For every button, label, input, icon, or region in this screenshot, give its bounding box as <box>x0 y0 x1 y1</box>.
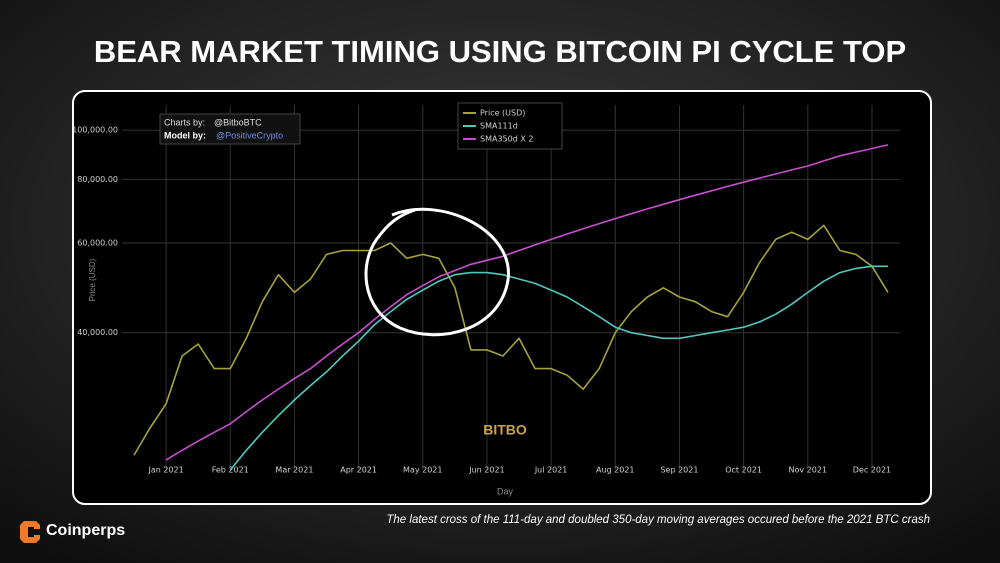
y-axis-title: Price (USD) <box>88 258 97 301</box>
x-axis-title: Day <box>497 486 514 496</box>
headline: BEAR MARKET TIMING USING BITCOIN PI CYCL… <box>94 34 906 69</box>
x-tick-label: Mar 2021 <box>275 466 313 475</box>
x-tick-label: Jun 2021 <box>468 466 504 475</box>
x-tick-label: Feb 2021 <box>212 466 249 475</box>
brand-name: Coinperps <box>46 522 125 539</box>
x-tick-label: Sep 2021 <box>660 466 698 475</box>
credit-box <box>159 113 301 145</box>
logo <box>20 521 40 543</box>
series-line <box>133 224 889 456</box>
x-tick-label: Oct 2021 <box>725 466 762 475</box>
watermark: BITBO <box>483 422 527 438</box>
credit-handle: @PositiveCrypto <box>216 130 283 140</box>
credit-label: Model by: <box>164 130 206 140</box>
y-tick-label: 40,000.00 <box>77 328 118 337</box>
series-line <box>229 265 888 471</box>
x-tick-label: May 2021 <box>403 466 442 475</box>
y-tick-label: 80,000.00 <box>77 175 118 184</box>
highlight-circle <box>364 207 510 337</box>
caption: The latest cross of the 111-day and doub… <box>386 514 930 526</box>
x-tick-label: Jul 2021 <box>534 466 568 475</box>
legend-label: Price (USD) <box>480 109 525 118</box>
credit-handle: @BitboBTC <box>214 117 262 127</box>
legend-label: SMA111d <box>480 122 518 131</box>
x-tick-label: Dec 2021 <box>853 466 891 475</box>
x-tick-label: Aug 2021 <box>596 466 635 475</box>
x-tick-label: Apr 2021 <box>340 466 377 475</box>
x-tick-label: Nov 2021 <box>789 466 828 475</box>
credit-label: Charts by: <box>164 117 205 127</box>
x-tick-label: Jan 2021 <box>147 466 183 475</box>
series-line <box>165 144 889 461</box>
y-tick-label: 100,000.00 <box>72 126 118 135</box>
legend-label: SMA350d X 2 <box>480 135 533 144</box>
y-tick-label: 60,000.00 <box>77 239 118 248</box>
